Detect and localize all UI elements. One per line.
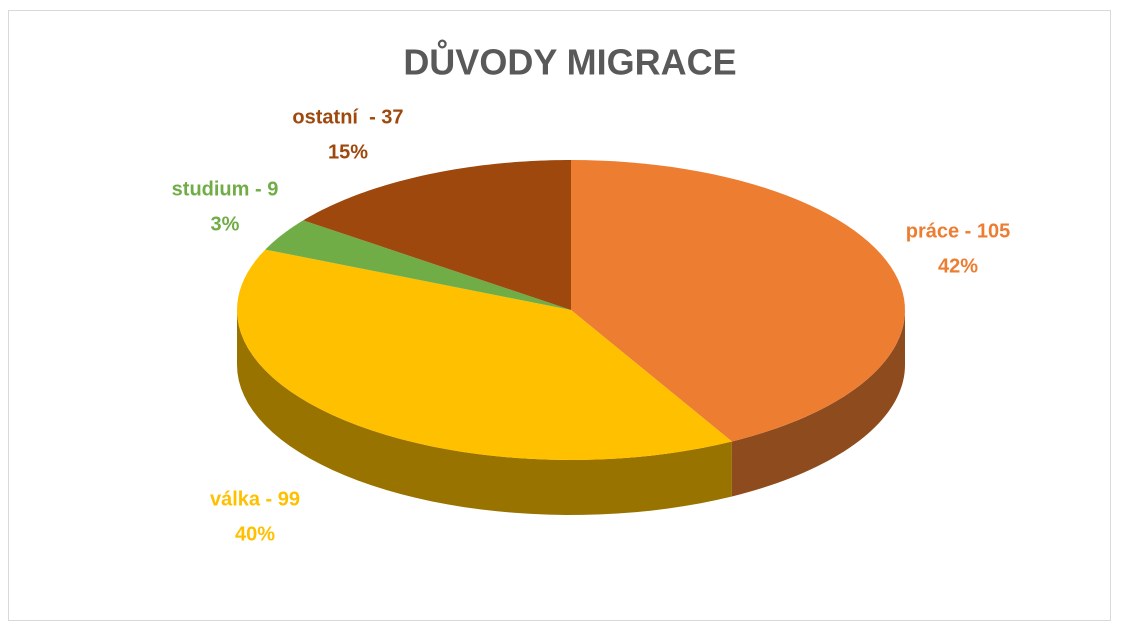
slice <box>265 220 571 310</box>
slice-side <box>731 310 905 497</box>
slice <box>303 160 571 310</box>
data-label: ostatní - 37 <box>292 106 403 128</box>
chart-title: DŮVODY MIGRACE <box>403 38 736 83</box>
slice-side <box>237 310 732 515</box>
slice <box>237 249 732 460</box>
slice <box>571 160 905 442</box>
data-label: práce - 105 <box>906 220 1011 242</box>
data-label: studium - 9 <box>172 178 279 200</box>
data-label: válka - 99 <box>210 488 300 510</box>
data-label-percent: 15% <box>328 141 368 163</box>
data-label-percent: 40% <box>235 523 275 545</box>
data-label-percent: 42% <box>938 255 978 277</box>
data-label-percent: 3% <box>211 213 240 235</box>
